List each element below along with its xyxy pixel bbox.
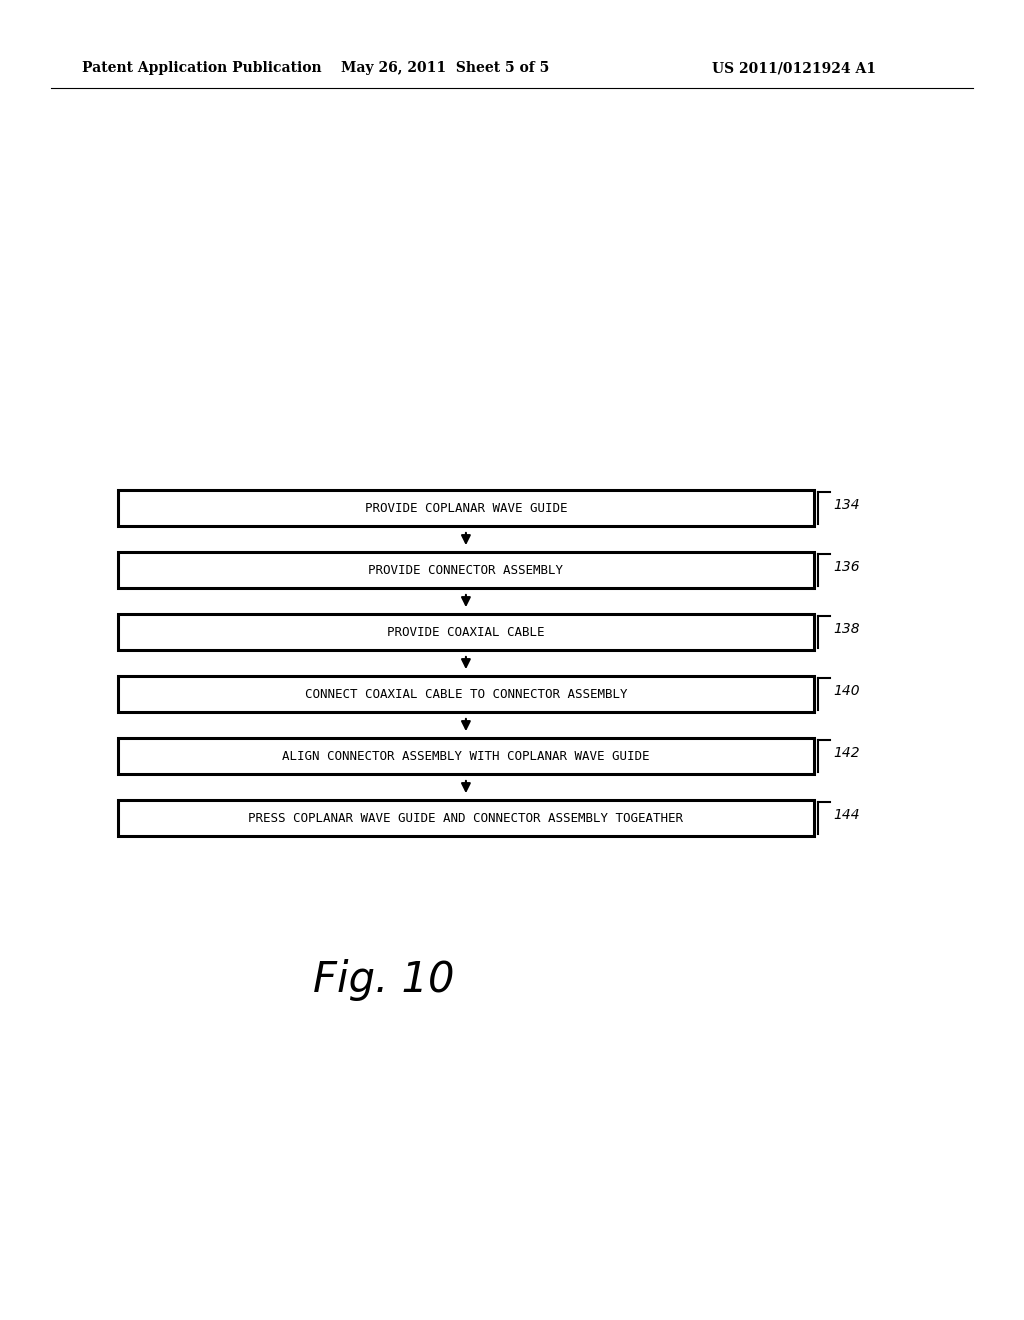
Text: 134: 134 (834, 498, 860, 512)
Text: Fig. 10: Fig. 10 (313, 960, 455, 1001)
Text: PROVIDE CONNECTOR ASSEMBLY: PROVIDE CONNECTOR ASSEMBLY (369, 564, 563, 577)
Text: 144: 144 (834, 808, 860, 822)
Bar (118, 490, 814, 525)
Text: 138: 138 (834, 622, 860, 636)
Bar (118, 738, 814, 774)
Bar (118, 552, 814, 587)
Text: Patent Application Publication: Patent Application Publication (82, 61, 322, 75)
Text: ALIGN CONNECTOR ASSEMBLY WITH COPLANAR WAVE GUIDE: ALIGN CONNECTOR ASSEMBLY WITH COPLANAR W… (283, 750, 649, 763)
Text: CONNECT COAXIAL CABLE TO CONNECTOR ASSEMBLY: CONNECT COAXIAL CABLE TO CONNECTOR ASSEM… (305, 688, 627, 701)
Bar (118, 614, 814, 649)
Text: PROVIDE COAXIAL CABLE: PROVIDE COAXIAL CABLE (387, 626, 545, 639)
Bar (118, 676, 814, 711)
Text: PRESS COPLANAR WAVE GUIDE AND CONNECTOR ASSEMBLY TOGEATHER: PRESS COPLANAR WAVE GUIDE AND CONNECTOR … (249, 812, 683, 825)
Text: US 2011/0121924 A1: US 2011/0121924 A1 (712, 61, 876, 75)
Bar (118, 800, 814, 836)
Text: May 26, 2011  Sheet 5 of 5: May 26, 2011 Sheet 5 of 5 (341, 61, 550, 75)
Text: PROVIDE COPLANAR WAVE GUIDE: PROVIDE COPLANAR WAVE GUIDE (365, 502, 567, 515)
Text: 140: 140 (834, 684, 860, 698)
Text: 136: 136 (834, 560, 860, 574)
Text: 142: 142 (834, 746, 860, 760)
